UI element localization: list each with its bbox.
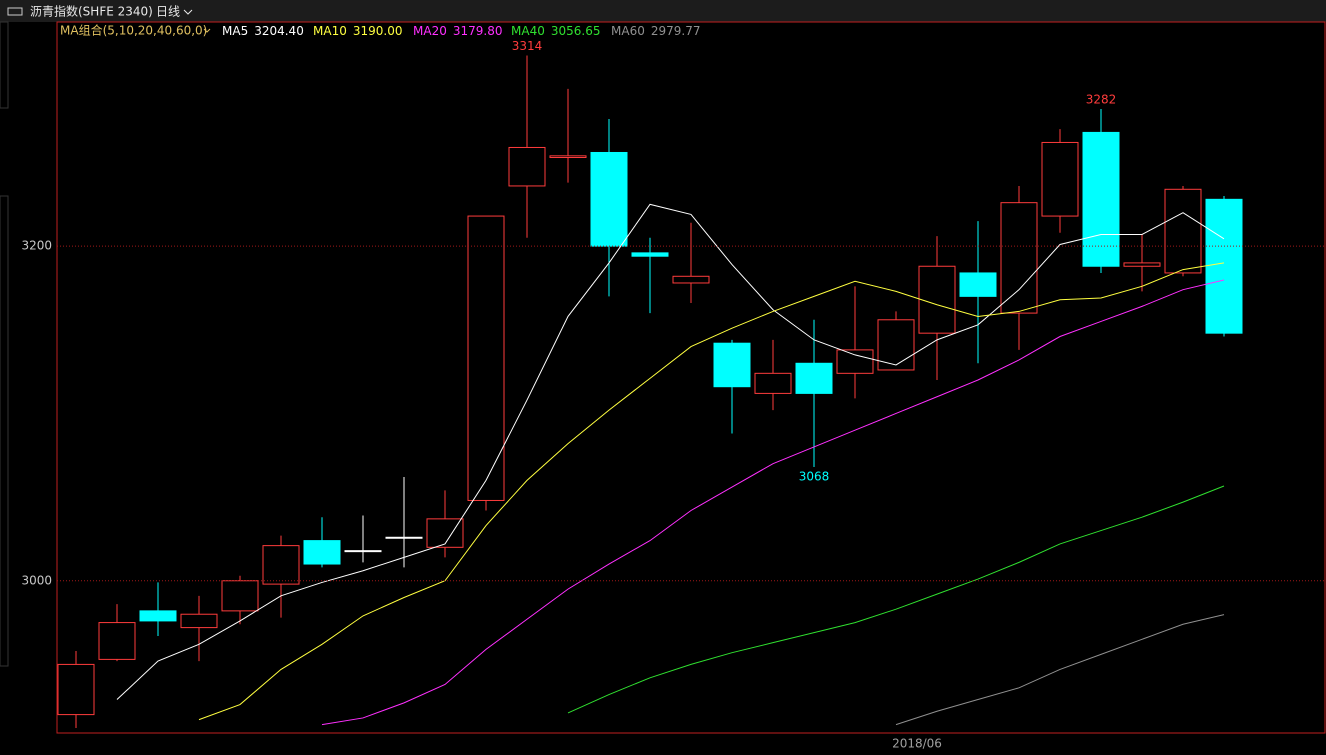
candle-body [1164, 188, 1202, 274]
side-panel [0, 195, 9, 667]
period-chevron[interactable] [183, 9, 193, 15]
candle-body [1082, 131, 1120, 267]
candle-body [508, 146, 546, 187]
legend-value: 3056.65 [551, 24, 601, 38]
extreme-label: 3282 [1086, 92, 1117, 106]
period-selector[interactable]: 日线 [156, 5, 180, 19]
legend-entry: MA60 2979.77 [611, 24, 700, 38]
legend-entry: MA40 3056.65 [511, 24, 600, 38]
side-panel [0, 21, 9, 109]
candle-body [1041, 141, 1079, 217]
extreme-label: 3068 [799, 470, 830, 484]
candle-body [221, 580, 259, 612]
ma-group-label[interactable]: MA组合(5,10,20,40,60,0) [60, 23, 207, 38]
legend-name: MA40 [511, 24, 545, 38]
legend-name: MA20 [413, 24, 447, 38]
candle-body [344, 550, 382, 553]
instrument-name: 沥青指数(SHFE 2340) [30, 4, 153, 19]
legend-value: 3204.40 [254, 24, 304, 38]
x-tick-label: 2018/06 [892, 737, 942, 751]
legend-value: 3190.00 [353, 24, 403, 38]
candle-body [98, 622, 136, 660]
candle-body [57, 663, 95, 716]
legend-entry: MA5 3204.40 [222, 24, 304, 38]
candle-body [713, 342, 751, 388]
plot-frame [56, 21, 1326, 734]
candle-body [959, 272, 997, 297]
candle-body [1205, 198, 1243, 334]
candle-body [631, 252, 669, 257]
ma-group-chevron[interactable] [203, 28, 211, 33]
candle-body [836, 349, 874, 374]
legend-entry: MA20 3179.80 [413, 24, 502, 38]
legend-name: MA60 [611, 24, 645, 38]
candle-body [303, 540, 341, 565]
candle-body [467, 215, 505, 501]
toolbar [0, 0, 1326, 22]
plot [57, 55, 1243, 728]
legend-value: 3179.80 [453, 24, 503, 38]
ma-line [116, 203, 1225, 700]
candle-body [1000, 202, 1038, 314]
ma-line [895, 614, 1225, 726]
candle-body [262, 545, 300, 585]
toolbar-icon[interactable] [7, 7, 23, 16]
y-tick-label: 3200 [21, 239, 52, 253]
candle-body [590, 151, 628, 247]
candle-body [426, 518, 464, 548]
y-tick-label: 3000 [21, 573, 52, 587]
ma-line [321, 279, 1225, 726]
candle-body [385, 536, 423, 539]
candle-body [139, 610, 177, 622]
legend-name: MA5 [222, 24, 248, 38]
candle-body [877, 319, 915, 371]
ma-line [567, 485, 1225, 714]
candle-body [795, 362, 833, 394]
candle-body [918, 265, 956, 334]
legend-value: 2979.77 [651, 24, 701, 38]
candle-body [672, 275, 710, 284]
candle-body [549, 155, 587, 159]
ma-line [198, 262, 1225, 721]
legend-name: MA10 [313, 24, 347, 38]
candle-body [180, 613, 218, 629]
extreme-label: 3314 [512, 39, 543, 53]
candle-body [1123, 262, 1161, 267]
legend-entry: MA10 3190.00 [313, 24, 402, 38]
candle-body [754, 372, 792, 394]
